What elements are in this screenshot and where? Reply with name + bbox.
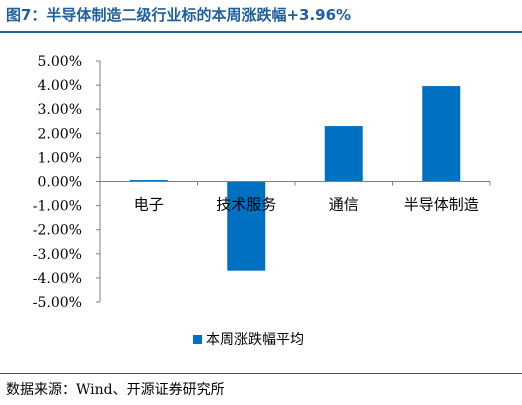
x-tick-label: 通信 [329, 196, 359, 214]
bar [324, 126, 363, 182]
legend-label: 本周涨跌幅平均 [206, 332, 304, 348]
y-tick-label: 4.00% [38, 78, 82, 94]
chart-title: 图7：半导体制造二级行业标的本周涨跌幅+3.96% [6, 6, 352, 24]
bars [129, 86, 461, 271]
legend: 本周涨跌幅平均 [193, 332, 304, 348]
x-axis-ticks [99, 181, 491, 186]
x-tick-label: 半导体制造 [404, 196, 479, 214]
bar [227, 181, 266, 271]
legend-swatch [193, 335, 202, 344]
y-axis-ticks: 5.00% 4.00% 3.00% 2.00% 1.00% 0.00% -1.00% -2.0… [33, 54, 100, 311]
y-tick-label: -5.00% [33, 295, 82, 311]
y-tick-label: 3.00% [38, 102, 82, 118]
y-tick-label: 2.00% [38, 126, 82, 142]
x-tick-label: 电子 [134, 196, 164, 214]
y-tick-label: 5.00% [38, 54, 82, 70]
source-divider [0, 373, 522, 374]
bar [129, 180, 168, 182]
y-tick-label: -2.00% [33, 223, 82, 239]
y-tick-label: 0.00% [38, 175, 82, 191]
y-tick-label: 1.00% [38, 150, 82, 166]
y-tick-label: -1.00% [33, 199, 82, 215]
source-note: 数据来源：Wind、开源证券研究所 [6, 382, 225, 398]
bar [422, 86, 461, 182]
bar-chart: 5.00% 4.00% 3.00% 2.00% 1.00% 0.00% -1.00% -2.0… [33, 54, 491, 348]
x-tick-label: 技术服务 [216, 196, 276, 214]
x-axis-labels: 电子 技术服务 通信 半导体制造 [134, 196, 479, 214]
y-tick-label: -3.00% [33, 247, 82, 263]
title-divider [0, 31, 522, 33]
y-tick-label: -4.00% [33, 271, 82, 287]
